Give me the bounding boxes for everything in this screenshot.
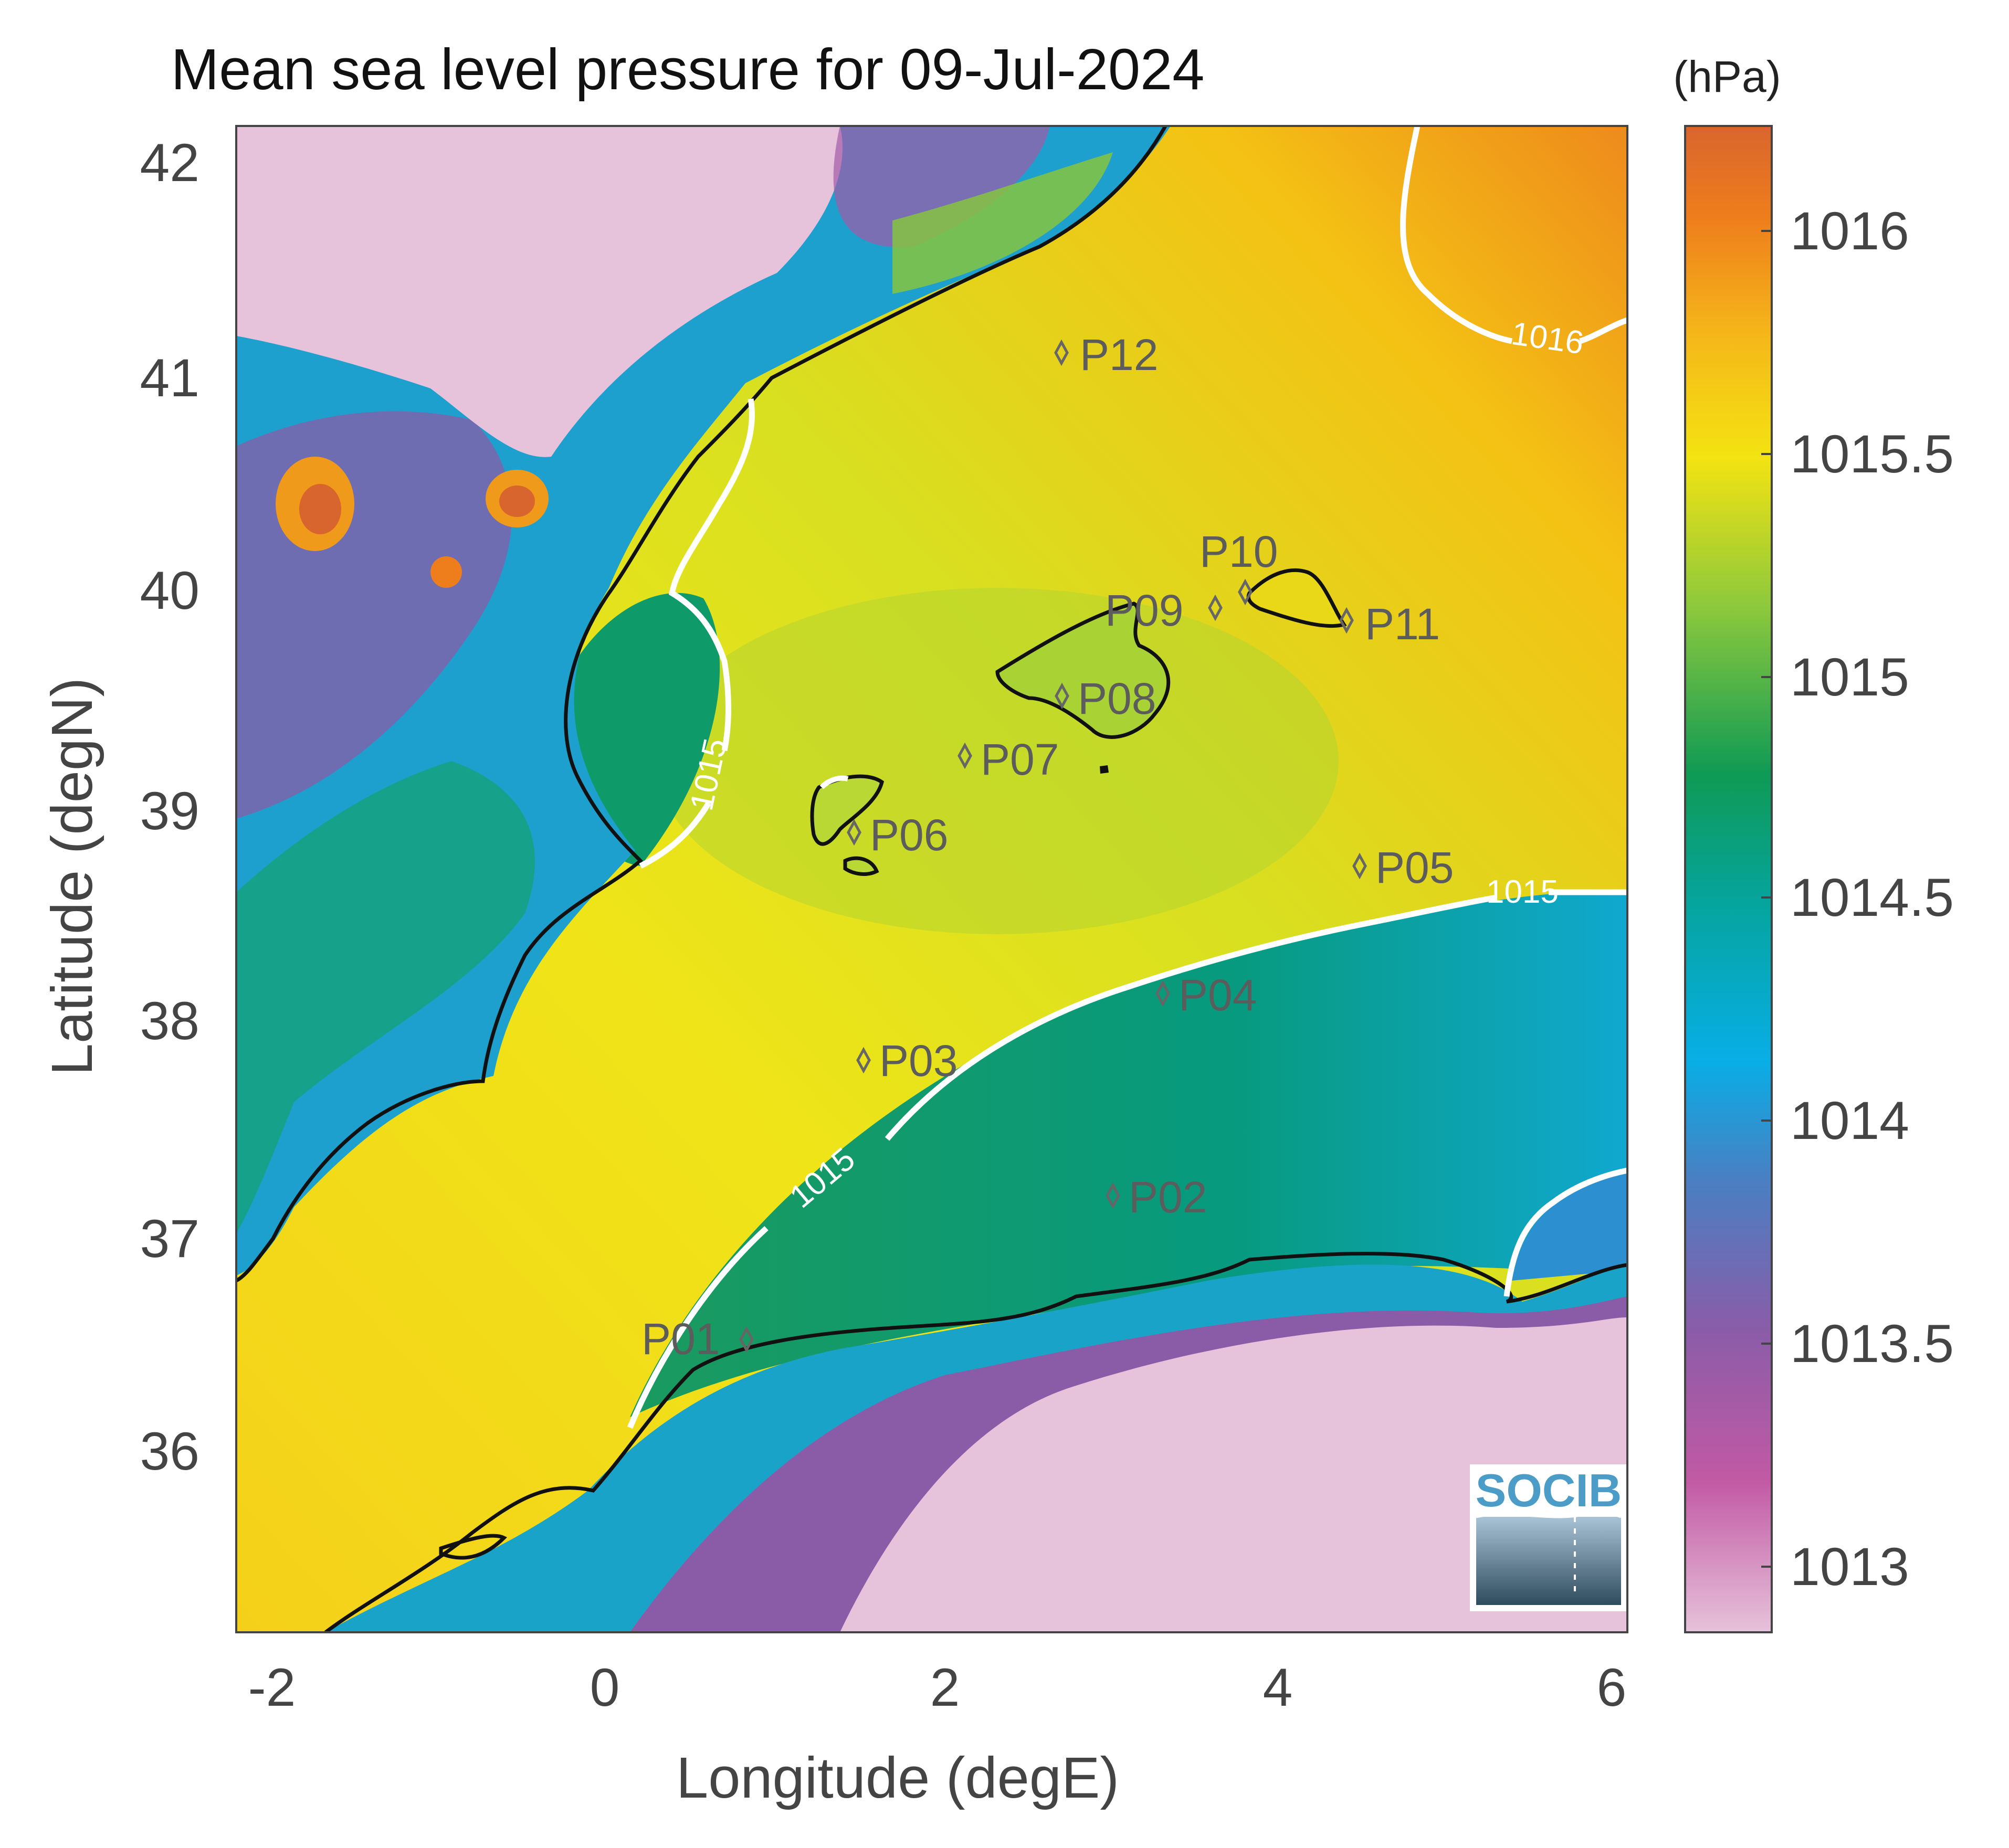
station-P10[interactable]: P10 <box>1200 527 1278 606</box>
station-P12[interactable]: P12 <box>1054 330 1158 379</box>
mallorca-island <box>995 601 1171 739</box>
y-tick-label: 38 <box>140 991 199 1051</box>
colorbar-tick-label: 1014.5 <box>1790 868 1954 927</box>
station-label: P11 <box>1365 599 1440 649</box>
storm-cell-3 <box>430 556 462 588</box>
station-label: P09 <box>1105 586 1183 635</box>
socib-logo: SOCIB <box>1470 1464 1627 1611</box>
southern-low-zone <box>630 891 1627 1417</box>
storm-cell-1-core <box>299 484 341 534</box>
station-label: P07 <box>981 735 1059 784</box>
y-axis: 36 37 38 39 40 41 42 Latitude (degN) <box>40 133 199 1481</box>
colorbar-tick-label: 1013 <box>1790 1537 1909 1597</box>
contour-1016-line <box>1400 126 1627 344</box>
x-tick-label: -2 <box>248 1657 296 1717</box>
pyrenees-pink <box>236 126 843 457</box>
colorbar-unit: (hPa) <box>1673 52 1781 101</box>
station-marker-icon <box>1208 594 1223 621</box>
station-P04[interactable]: P04 <box>1155 970 1257 1020</box>
station-marker-icon <box>1055 682 1069 710</box>
cabrera-island <box>1100 765 1109 774</box>
station-P08[interactable]: P08 <box>1055 674 1156 723</box>
station-label: P08 <box>1078 674 1156 723</box>
station-label: P02 <box>1129 1173 1207 1222</box>
alboran-island <box>439 1534 507 1560</box>
map-title: Mean sea level pressure for 09-Jul-2024 <box>171 37 1205 102</box>
station-marker-icon <box>1106 1182 1120 1209</box>
formentera-island <box>843 856 879 876</box>
x-tick-label: 0 <box>590 1657 620 1717</box>
y-tick-label: 37 <box>140 1209 199 1269</box>
pyrenees-violet-edge <box>833 126 1050 248</box>
x-axis: -2 0 2 4 6 Longitude (degE) <box>248 1657 1627 1810</box>
colorbar-tick-label: 1015 <box>1790 647 1909 707</box>
contour-1015-ibiza-line <box>819 775 849 789</box>
y-tick-label: 36 <box>140 1421 199 1481</box>
station-label: P10 <box>1200 527 1278 576</box>
station-marker-icon <box>1352 852 1367 880</box>
y-tick-label: 39 <box>140 781 199 841</box>
y-tick-label: 42 <box>140 133 199 193</box>
contour-1015-mid-line <box>627 889 1627 1429</box>
colorbar: (hPa) 1013 1013.5 1014 1014.5 1015 1015.… <box>1673 52 1954 1633</box>
station-label: P06 <box>870 810 948 860</box>
contour-label-1015-east: 1015 <box>1486 874 1559 910</box>
station-P09[interactable]: P09 <box>1105 586 1223 635</box>
colorbar-tick-label: 1015.5 <box>1790 424 1954 484</box>
station-P07[interactable]: P07 <box>958 735 1059 784</box>
y-tick-label: 40 <box>140 561 199 620</box>
station-P06[interactable]: P06 <box>847 810 948 860</box>
station-markers: P01 P02 P03 P04 P05 P06 P07 P08 P09 P10 … <box>641 330 1454 1364</box>
colorbar-tick-label: 1016 <box>1790 201 1909 261</box>
station-marker-icon <box>856 1047 871 1074</box>
colorbar-tick-label: 1013.5 <box>1790 1314 1954 1374</box>
colorbar-gradient <box>1684 125 1773 1633</box>
iberia-interior-green <box>236 761 535 1233</box>
station-label: P03 <box>879 1036 958 1085</box>
station-label: P01 <box>641 1314 720 1364</box>
station-label: P04 <box>1179 970 1257 1020</box>
storm-cell-2-core <box>499 485 535 517</box>
station-marker-icon <box>1339 607 1354 634</box>
map-plot-area: 1016 1015 1015 1015 P01 P02 P03 P04 P05 … <box>236 126 1627 1632</box>
station-marker-icon <box>1238 578 1253 606</box>
station-marker-icon <box>1054 339 1069 366</box>
socib-logo-text: SOCIB <box>1476 1464 1622 1516</box>
x-tick-label: 4 <box>1263 1657 1293 1717</box>
station-marker-icon <box>847 819 861 846</box>
station-P05[interactable]: P05 <box>1352 843 1454 892</box>
contour-1015-east-line <box>1503 1167 1627 1297</box>
station-P02[interactable]: P02 <box>1106 1173 1207 1222</box>
y-axis-label: Latitude (degN) <box>40 678 104 1075</box>
colorbar-ticks <box>1761 230 1772 1568</box>
station-label: P12 <box>1080 330 1158 379</box>
station-P11[interactable]: P11 <box>1339 599 1440 649</box>
x-axis-label: Longitude (degE) <box>676 1746 1119 1810</box>
africa-pink <box>840 1317 1627 1632</box>
african-coastline <box>324 1251 1627 1632</box>
station-label: P05 <box>1375 843 1454 892</box>
plot-frame <box>235 125 1628 1633</box>
iberian-coastline <box>236 126 1167 1283</box>
x-tick-label: 2 <box>930 1657 960 1717</box>
ibiza-island <box>810 774 884 846</box>
y-tick-label: 41 <box>140 348 199 408</box>
station-P03[interactable]: P03 <box>856 1036 958 1085</box>
colorbar-tick-label: 1014 <box>1790 1091 1909 1150</box>
station-marker-icon <box>958 742 972 769</box>
x-tick-label: 6 <box>1597 1657 1627 1717</box>
catalonia-green <box>892 152 1113 294</box>
station-marker-icon <box>739 1326 754 1353</box>
contour-1015-west-line <box>639 398 755 869</box>
southeast-blue-patch <box>1512 1170 1627 1281</box>
station-marker-icon <box>1155 980 1170 1007</box>
station-P01[interactable]: P01 <box>641 1314 754 1364</box>
